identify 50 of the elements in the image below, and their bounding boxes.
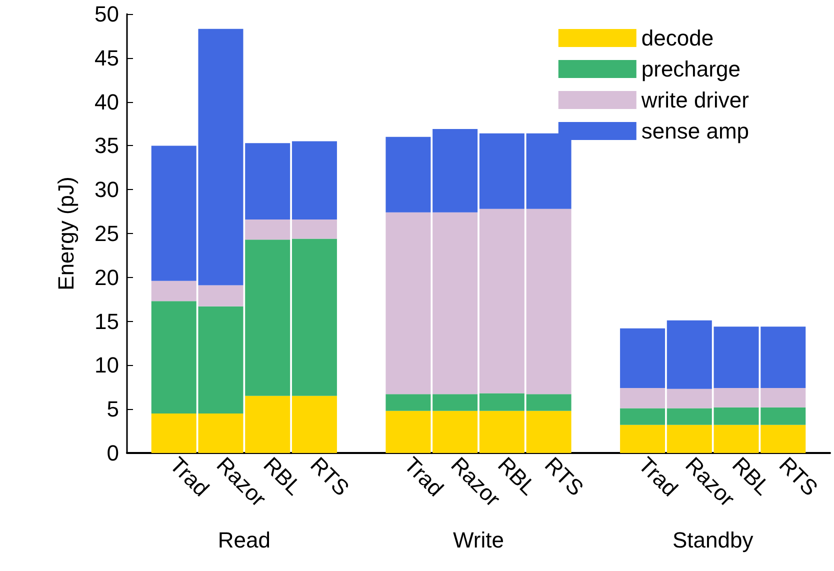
bar bbox=[526, 208, 572, 394]
legend-label: sense amp bbox=[641, 118, 750, 144]
bar bbox=[386, 212, 431, 394]
bar bbox=[292, 396, 337, 453]
bar bbox=[620, 408, 666, 425]
bar bbox=[432, 394, 478, 411]
legend-label: precharge bbox=[641, 56, 740, 82]
bar bbox=[292, 238, 337, 396]
y-tick-label: 35 bbox=[94, 133, 119, 158]
y-tick-label: 45 bbox=[94, 45, 119, 70]
bar bbox=[666, 388, 712, 408]
bar bbox=[245, 240, 290, 396]
bar bbox=[292, 141, 337, 220]
text: Read bbox=[218, 528, 270, 552]
y-tick-label: 0 bbox=[106, 440, 119, 466]
bar bbox=[666, 424, 712, 453]
bar bbox=[245, 143, 290, 220]
bar bbox=[620, 424, 666, 453]
bar bbox=[620, 388, 666, 408]
y-tick-label: 5 bbox=[106, 396, 119, 422]
bar bbox=[479, 393, 524, 411]
bar bbox=[386, 394, 431, 411]
y-axis-title: Energy (pJ) bbox=[54, 176, 78, 290]
bar bbox=[666, 408, 712, 425]
text: Write bbox=[453, 528, 504, 552]
y-tick-label: 10 bbox=[94, 352, 119, 378]
y-tick-label: 20 bbox=[94, 264, 119, 290]
legend-label: write driver bbox=[640, 88, 749, 112]
y-tick-label: 30 bbox=[94, 177, 119, 202]
bar bbox=[432, 129, 478, 212]
bar bbox=[479, 208, 524, 394]
y-tick-label: 15 bbox=[94, 308, 119, 334]
y-tick-label: 40 bbox=[94, 89, 119, 114]
y-tick-label: 25 bbox=[94, 221, 119, 246]
bar bbox=[526, 410, 572, 453]
bar bbox=[386, 136, 431, 212]
bar bbox=[526, 394, 572, 411]
bar bbox=[245, 219, 290, 240]
bar bbox=[386, 410, 431, 453]
bar bbox=[666, 320, 712, 389]
bar bbox=[432, 410, 478, 453]
bar bbox=[292, 219, 337, 239]
text: Standby bbox=[672, 528, 754, 552]
bar bbox=[620, 328, 666, 388]
bar bbox=[479, 410, 524, 453]
y-tick-label: 50 bbox=[94, 2, 119, 26]
legend-label: decode bbox=[641, 26, 714, 50]
bar bbox=[432, 212, 478, 394]
bar bbox=[479, 133, 524, 209]
bar bbox=[245, 396, 290, 453]
